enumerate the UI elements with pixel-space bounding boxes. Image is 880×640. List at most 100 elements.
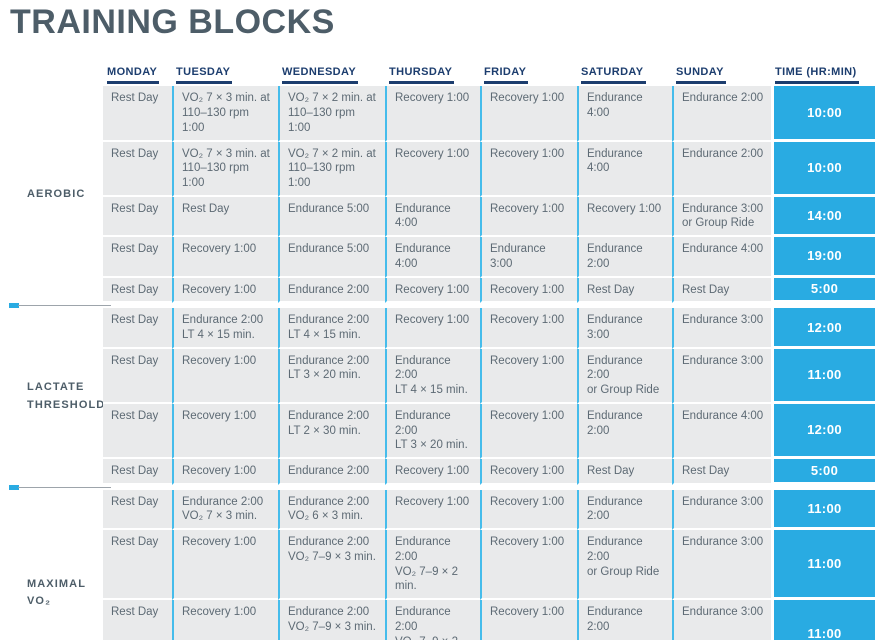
day-cell: Recovery 1:00 xyxy=(385,141,480,197)
day-cell: VO₂ 7 × 2 min. at 110–130 rpm 1:00 xyxy=(278,86,385,142)
block-label-text: LACTATE THRESHOLD xyxy=(27,381,106,411)
day-cell: Endurance 3:00 xyxy=(672,530,771,601)
column-header-monday: MONDAY xyxy=(103,62,172,85)
day-cell: Rest Day xyxy=(103,86,172,142)
day-cell: Rest Day xyxy=(672,277,771,304)
day-cell: Recovery 1:00 xyxy=(480,86,577,142)
time-cell: 12:00 xyxy=(771,403,875,460)
block-aerobic: AEROBIC Rest Day VO₂ 7 × 3 min. at 110–130… xyxy=(8,86,880,304)
day-cell: Endurance 3:00 xyxy=(480,237,577,278)
day-cell: Recovery 1:00 xyxy=(480,600,577,640)
day-cell: Endurance 2:00 VO₂ 7–9 × 3 min. xyxy=(278,530,385,601)
training-table-body: AEROBIC Rest Day VO₂ 7 × 3 min. at 110–130… xyxy=(8,86,880,640)
day-cell: Endurance 4:00 xyxy=(577,141,672,197)
block-label: LACTATE THRESHOLD xyxy=(8,308,106,485)
time-cell: 12:00 xyxy=(771,308,875,349)
day-cell: Endurance 3:00 xyxy=(672,489,771,531)
block-label: MAXIMAL VO₂ xyxy=(8,489,103,640)
day-cell: Endurance 3:00 xyxy=(577,308,672,349)
day-cell: Recovery 1:00 xyxy=(480,141,577,197)
time-cell: 5:00 xyxy=(771,459,875,485)
day-cell: Recovery 1:00 xyxy=(480,459,577,485)
column-header-wednesday: WEDNESDAY xyxy=(278,62,385,85)
day-cell: Recovery 1:00 xyxy=(577,196,672,238)
day-cell: VO₂ 7 × 2 min. at 110–130 rpm 1:00 xyxy=(278,141,385,197)
day-cell: Rest Day xyxy=(172,196,278,238)
column-header-time-hr-min: TIME (HR:MIN) xyxy=(771,62,875,85)
day-cell: Rest Day xyxy=(103,277,172,304)
day-cell: Endurance 2:00 LT 2 × 30 min. xyxy=(278,403,385,460)
day-cell: Recovery 1:00 xyxy=(480,489,577,531)
day-cell: Endurance 3:00 xyxy=(672,348,771,404)
day-cell: Endurance 2:00 xyxy=(577,237,672,278)
day-cell: Recovery 1:00 xyxy=(172,277,278,304)
column-header-label: MONDAY xyxy=(107,66,160,85)
block-label-text: AEROBIC xyxy=(27,188,86,201)
day-cell: Recovery 1:00 xyxy=(480,530,577,601)
day-cell: Recovery 1:00 xyxy=(385,489,480,531)
day-cell: Endurance 2:00 LT 4 × 15 min. xyxy=(278,308,385,349)
day-cell: Endurance 2:00 VO₂ 7–9 × 3 min. xyxy=(278,600,385,640)
day-cell: Rest Day xyxy=(103,489,172,531)
day-cell: Rest Day xyxy=(103,530,172,601)
day-cell: Recovery 1:00 xyxy=(172,600,278,640)
day-cell: Recovery 1:00 xyxy=(172,530,278,601)
day-cell: Endurance 2:00 LT 4 × 15 min. xyxy=(385,348,480,404)
day-cell: Endurance 3:00 or Group Ride xyxy=(672,196,771,238)
day-cell: Endurance 3:00 xyxy=(672,308,771,349)
day-cell: Endurance 2:00 or Group Ride xyxy=(577,530,672,601)
table-header-row: MONDAY TUESDAY WEDNESDAY THURSDAY FRIDAY SATU… xyxy=(8,62,880,85)
day-cell: Endurance 4:00 xyxy=(385,196,480,238)
day-cell: Rest Day xyxy=(103,403,172,460)
day-cell: Endurance 4:00 xyxy=(385,237,480,278)
column-header-label: FRIDAY xyxy=(484,66,529,85)
day-cell: Rest Day xyxy=(577,277,672,304)
day-cell: Recovery 1:00 xyxy=(480,308,577,349)
time-cell: 10:00 xyxy=(771,141,875,197)
day-cell: Recovery 1:00 xyxy=(385,459,480,485)
block-maximal-vo: MAXIMAL VO₂ Rest Day Endurance 2:00 VO₂ 7 … xyxy=(8,486,880,640)
day-cell: Recovery 1:00 xyxy=(385,308,480,349)
day-cell: Endurance 2:00 xyxy=(278,459,385,485)
column-header-label: WEDNESDAY xyxy=(282,66,359,85)
column-header-tuesday: TUESDAY xyxy=(172,62,278,85)
time-cell: 11:00 xyxy=(771,530,875,601)
day-cell: Endurance 4:00 xyxy=(577,86,672,142)
time-cell: 11:00 xyxy=(771,489,875,531)
day-cell: Endurance 5:00 xyxy=(278,196,385,238)
day-cell: Endurance 2:00 LT 4 × 15 min. xyxy=(172,308,278,349)
day-cell: Endurance 2:00 xyxy=(278,277,385,304)
column-header-label: SUNDAY xyxy=(676,66,726,85)
block-label: AEROBIC xyxy=(8,86,103,304)
day-cell: Recovery 1:00 xyxy=(172,237,278,278)
day-cell: Recovery 1:00 xyxy=(172,459,278,485)
day-cell: Rest Day xyxy=(103,141,172,197)
day-cell: Endurance 5:00 xyxy=(278,237,385,278)
day-cell: Rest Day xyxy=(103,237,172,278)
day-cell: Rest Day xyxy=(672,459,771,485)
column-header-sunday: SUNDAY xyxy=(672,62,771,85)
day-cell: Recovery 1:00 xyxy=(385,86,480,142)
day-cell: Rest Day xyxy=(103,308,172,349)
day-cell: Endurance 2:00 VO₂ 6 × 3 min. xyxy=(278,489,385,531)
day-cell: Rest Day xyxy=(103,348,172,404)
day-cell: Endurance 2:00 xyxy=(577,403,672,460)
day-cell: Endurance 2:00 LT 3 × 20 min. xyxy=(278,348,385,404)
block-label-text: MAXIMAL VO₂ xyxy=(27,577,87,607)
time-cell: 5:00 xyxy=(771,277,875,304)
day-cell: Endurance 2:00 LT 3 × 20 min. xyxy=(385,403,480,460)
day-cell: VO₂ 7 × 3 min. at 110–130 rpm 1:00 xyxy=(172,86,278,142)
column-header-friday: FRIDAY xyxy=(480,62,577,85)
column-header-label: TIME (HR:MIN) xyxy=(775,66,859,85)
day-cell: Endurance 2:00 xyxy=(577,489,672,531)
column-header-label: THURSDAY xyxy=(389,66,455,85)
day-cell: Rest Day xyxy=(103,459,172,485)
day-cell: Endurance 2:00 xyxy=(672,141,771,197)
block-lactate-threshold: LACTATE THRESHOLD Rest Day Endurance 2:00 … xyxy=(8,305,880,485)
day-cell: Recovery 1:00 xyxy=(172,403,278,460)
column-header-label: TUESDAY xyxy=(176,66,233,85)
day-cell: Endurance 3:00 xyxy=(672,600,771,640)
day-cell: Recovery 1:00 xyxy=(385,277,480,304)
time-cell: 11:00 xyxy=(771,600,875,640)
